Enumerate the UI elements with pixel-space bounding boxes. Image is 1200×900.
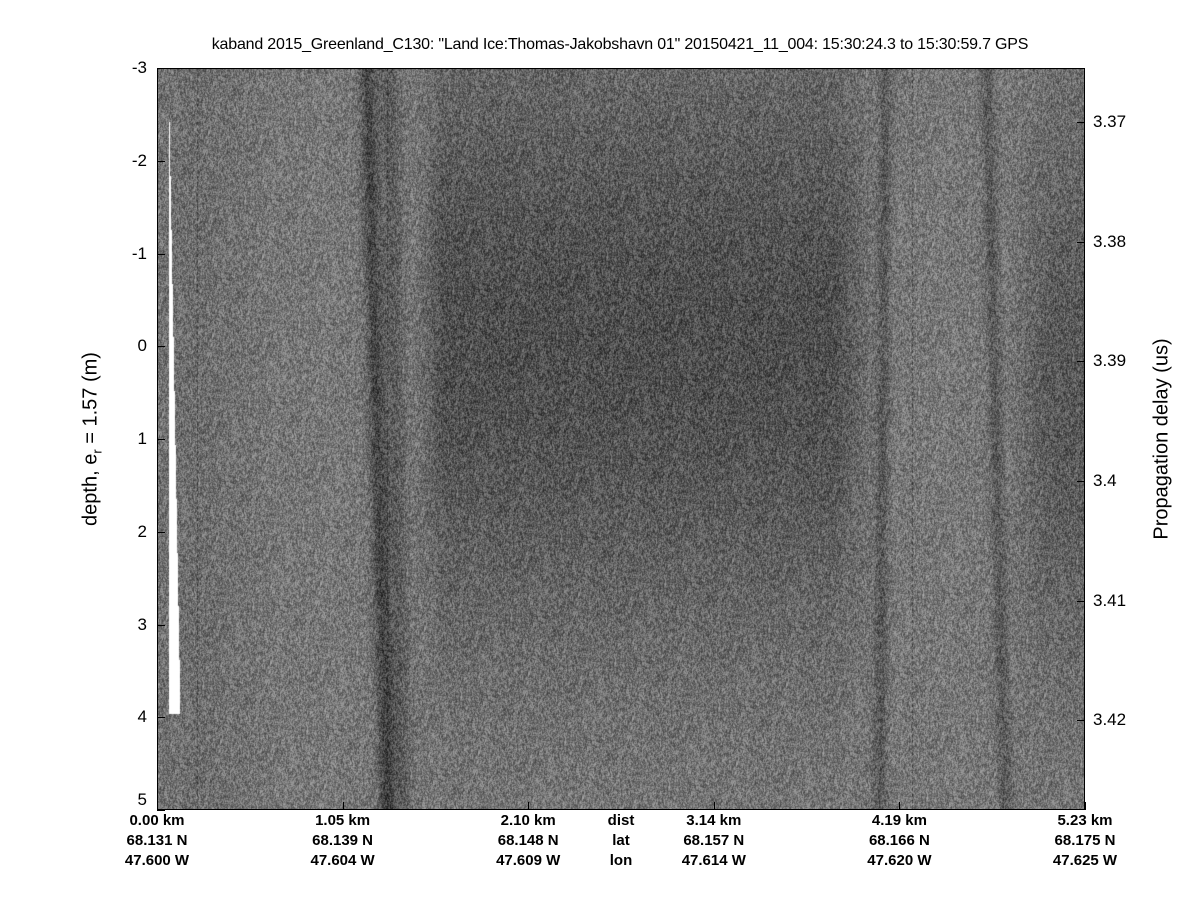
y-tick <box>157 346 165 348</box>
y-tick <box>157 624 165 626</box>
y-tick-label: 2 <box>137 521 147 541</box>
x-tick-lon: 47.620 W <box>867 852 932 869</box>
y-tick <box>157 717 165 719</box>
y-tick-label: 3 <box>137 614 147 634</box>
echogram-image <box>157 68 1085 810</box>
y2-tick-label: 3.37 <box>1093 111 1127 131</box>
y-tick <box>157 68 165 69</box>
x-tick <box>899 802 901 810</box>
y-axis-label: depth, er = 1.57 (m) <box>80 352 105 526</box>
y2-tick-label: 3.4 <box>1093 470 1117 490</box>
y-label-tail: = 1.57 (m) <box>79 352 102 450</box>
x-row-label-lon: lon <box>609 852 633 869</box>
y2-tick <box>1077 480 1085 482</box>
x-tick-lat: 68.166 N <box>868 832 930 849</box>
x-tick-lat: 68.131 N <box>126 832 188 849</box>
y-tick <box>157 439 165 440</box>
y-tick <box>157 810 165 811</box>
y-tick-label: -3 <box>131 58 147 77</box>
y-tick <box>157 160 165 162</box>
x-row-label-dist: dist <box>607 812 635 829</box>
x-tick-lat: 68.139 N <box>312 832 374 849</box>
y-tick <box>157 531 165 533</box>
x-tick-lon: 47.604 W <box>310 852 375 869</box>
x-tick <box>528 802 530 810</box>
y2-tick <box>1077 361 1085 363</box>
y2-tick-label: 3.41 <box>1093 590 1127 610</box>
y2-tick <box>1077 121 1085 123</box>
x-tick-lon: 47.625 W <box>1052 852 1118 869</box>
x-tick-lat: 68.175 N <box>1054 832 1116 849</box>
y2-tick <box>1077 241 1085 243</box>
y2-tick <box>1077 600 1085 602</box>
x-tick-lon: 47.614 W <box>681 852 746 869</box>
x-tick-lat: 68.157 N <box>683 832 745 849</box>
y-tick <box>157 253 165 255</box>
y2-tick-label: 3.38 <box>1093 231 1127 251</box>
x-tick-dist: 3.14 km <box>686 812 742 829</box>
y-tick-label: 0 <box>137 336 147 356</box>
x-tick-dist: 5.23 km <box>1057 812 1113 829</box>
y2-tick-label: 3.39 <box>1093 351 1127 371</box>
x-tick-lon: 47.600 W <box>124 852 190 869</box>
x-tick-dist: 4.19 km <box>871 812 927 829</box>
x-tick-dist: 1.05 km <box>315 812 371 829</box>
y2-tick <box>1077 720 1085 722</box>
x-tick <box>713 802 715 810</box>
y-tick-label: -1 <box>131 243 147 263</box>
y-tick-label: 5 <box>137 790 147 809</box>
x-tick <box>1085 802 1086 810</box>
chart-title: kaband 2015_Greenland_C130: "Land Ice:Th… <box>211 36 1029 53</box>
x-row-label-lat: lat <box>612 832 630 849</box>
y-label-main: depth, e <box>79 453 102 526</box>
x-tick <box>157 802 158 810</box>
y-label-sub: r <box>89 449 105 454</box>
x-tick-lon: 47.609 W <box>496 852 561 869</box>
y2-axis-label: Propagation delay (us) <box>1150 338 1173 540</box>
x-tick <box>342 802 344 810</box>
y-tick-label: -2 <box>131 150 147 170</box>
y2-tick-label: 3.42 <box>1093 710 1127 730</box>
y-tick-label: 1 <box>137 429 147 448</box>
x-tick-dist: 0.00 km <box>129 812 185 829</box>
y-tick-label: 4 <box>137 707 147 727</box>
x-tick-lat: 68.148 N <box>497 832 559 849</box>
x-tick-dist: 2.10 km <box>500 812 556 829</box>
